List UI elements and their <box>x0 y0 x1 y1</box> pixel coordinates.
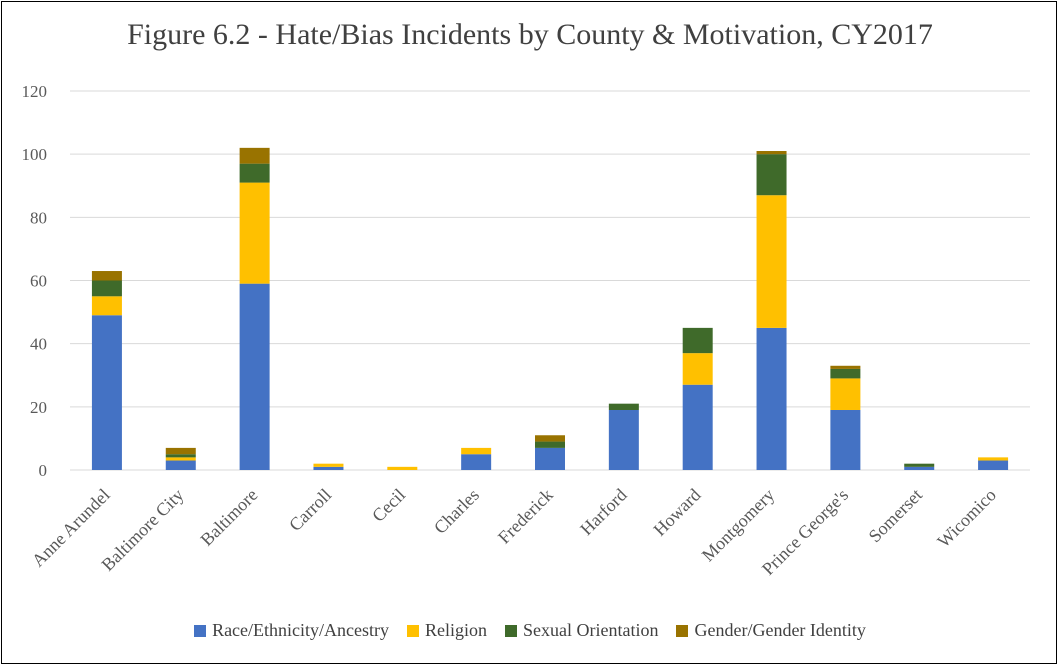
legend-label: Sexual Orientation <box>523 620 659 640</box>
bar-segment <box>535 435 565 442</box>
bar-segment <box>756 195 787 328</box>
x-tick-label: Harford <box>576 485 630 539</box>
bar-segment <box>904 466 935 470</box>
legend-swatch <box>194 624 207 637</box>
bar-segment <box>904 463 935 467</box>
bar-segment <box>978 460 1009 470</box>
legend-label: Race/Ethnicity/Ancestry <box>212 620 390 640</box>
x-tick-label: Somerset <box>865 485 927 547</box>
bar-segment <box>756 154 787 196</box>
bar-segment <box>165 460 196 470</box>
bar-segment <box>756 327 787 470</box>
bar-segment <box>978 457 1009 461</box>
bar-segment <box>682 384 713 470</box>
y-tick-label: 80 <box>30 208 47 227</box>
bar-segment <box>461 454 492 470</box>
bar-segment <box>830 365 861 369</box>
bar-segment <box>830 378 861 410</box>
y-tick-label: 60 <box>30 272 47 291</box>
bar-segment <box>239 283 270 470</box>
legend-item: Race/Ethnicity/Ancestry <box>194 620 389 641</box>
bar-segment <box>682 327 713 354</box>
x-tick-label: Wicomico <box>933 485 1000 552</box>
bar-segment <box>165 457 196 461</box>
legend-label: Gender/Gender Identity <box>694 620 866 640</box>
legend-item: Sexual Orientation <box>505 620 658 641</box>
bar-segment <box>239 147 270 164</box>
x-tick-label: Montgomery <box>698 485 779 566</box>
y-tick-label: 20 <box>30 398 47 417</box>
y-tick-label: 100 <box>22 145 48 164</box>
bar-segment <box>313 466 344 470</box>
x-tick-label: Cecil <box>368 485 409 526</box>
bar-segment <box>830 368 861 379</box>
bar-segment <box>239 182 270 284</box>
bar-segment <box>535 441 565 448</box>
legend-item: Religion <box>407 620 487 641</box>
bar-segment <box>608 409 639 470</box>
bar-segment <box>91 280 122 297</box>
chart-legend: Race/Ethnicity/Ancestry Religion Sexual Or… <box>0 620 1060 641</box>
legend-swatch <box>407 624 420 637</box>
x-tick-label: Baltimore <box>196 485 261 550</box>
y-tick-label: 0 <box>39 461 48 480</box>
legend-item: Gender/Gender Identity <box>676 620 866 641</box>
x-tick-label: Frederick <box>494 485 557 548</box>
x-tick-label: Howard <box>649 485 704 540</box>
x-tick-label: Charles <box>430 485 483 538</box>
legend-swatch <box>505 624 518 637</box>
bar-segment <box>165 454 196 458</box>
bar-segment <box>91 271 122 281</box>
bar-segment <box>313 463 344 467</box>
bar-segment <box>461 447 492 455</box>
bar-segment <box>756 151 787 155</box>
bar-segment <box>535 447 565 470</box>
legend-label: Religion <box>425 620 488 640</box>
bar-segment <box>239 163 270 183</box>
bar-segment <box>387 466 418 470</box>
bar-segment <box>608 403 639 410</box>
bar-segment <box>91 315 122 470</box>
bar-segment <box>91 296 122 316</box>
legend-swatch <box>676 624 689 637</box>
chart-title: Figure 6.2 - Hate/Bias Incidents by Coun… <box>127 18 933 51</box>
bar-segment <box>682 353 713 385</box>
x-tick-label: Carroll <box>285 485 335 535</box>
bar-segment <box>165 447 196 455</box>
y-tick-label: 40 <box>30 335 47 354</box>
bar-segment <box>830 409 861 470</box>
y-tick-label: 120 <box>22 82 48 101</box>
